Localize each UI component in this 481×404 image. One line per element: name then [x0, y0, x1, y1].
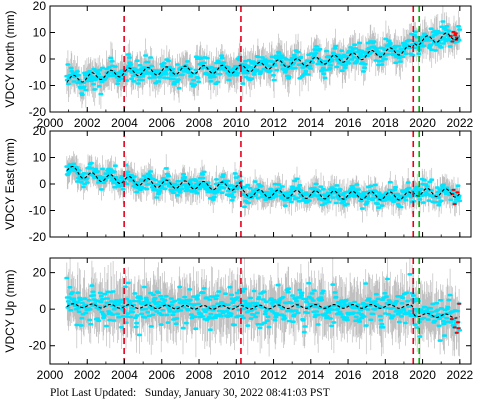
x-tick-label: 2006 [148, 116, 175, 130]
model-curve [66, 303, 460, 319]
x-tick-label: 2016 [335, 116, 362, 130]
plot-last-updated: Plot Last Updated: Sunday, January 30, 2… [50, 385, 470, 401]
y-tick-label: -20 [29, 230, 47, 244]
x-tick-label: 2012 [260, 368, 287, 382]
plot-frame [49, 257, 472, 365]
y-tick-label: -20 [29, 105, 47, 119]
x-tick-label: 2010 [223, 368, 250, 382]
x-tick-label: 2008 [186, 368, 213, 382]
data-layer [64, 258, 463, 360]
x-tick-label: 2006 [148, 368, 175, 382]
x-tick-label: 2000 [37, 368, 64, 382]
y-tick-label: 0 [39, 177, 46, 191]
x-tick-label: 2020 [409, 368, 436, 382]
x-tick-label: 2004 [111, 116, 138, 130]
y-axis-label: VDCY Up (mm) [3, 269, 17, 352]
footer-label: Plot Last Updated: [50, 387, 137, 399]
recent-points [450, 188, 460, 206]
recent-points [449, 302, 462, 334]
y-tick-label: -10 [29, 204, 47, 218]
y-tick-label: 10 [33, 26, 47, 40]
y-tick-label: -20 [29, 339, 47, 353]
x-tick-label: 2010 [223, 116, 250, 130]
y-tick-label: -10 [29, 79, 47, 93]
footer-date: Sunday, January 30, 2022 08:41:03 PST [144, 387, 330, 399]
x-tick-label: 2012 [260, 116, 287, 130]
y-tick-label: 0 [39, 52, 46, 66]
x-tick-label: 2002 [74, 368, 101, 382]
y-tick-label: 10 [33, 151, 47, 165]
y-tick-label: 20 [33, 0, 47, 13]
y-tick-label: 20 [33, 266, 47, 280]
x-tick-label: 2018 [372, 116, 399, 130]
x-tick-label: 2020 [409, 116, 436, 130]
x-tick-label: 2022 [446, 116, 473, 130]
y-tick-label: 20 [33, 124, 47, 138]
chart-panel-3: 2000 2002 2004 2006 2008 2010 2012 2014 2016 2018… [3, 257, 473, 382]
x-tick-label: 2008 [186, 116, 213, 130]
data-points [64, 273, 463, 342]
y-tick-label: 0 [39, 302, 46, 316]
model-curve [66, 165, 460, 201]
x-tick-label: 2004 [111, 368, 138, 382]
chart-panel-2: -20 -10 0 10 20 VDCY East (mm) [3, 124, 472, 244]
y-axis-label: VDCY East (mm) [3, 138, 17, 230]
x-tick-label: 2014 [297, 368, 324, 382]
model-curve [66, 32, 460, 83]
x-tick-label: 2002 [74, 116, 101, 130]
y-axis-label: VDCY North (mm) [3, 10, 17, 107]
x-tick-label: 2016 [335, 368, 362, 382]
x-tick-label: 2014 [297, 116, 324, 130]
recent-points [448, 31, 459, 43]
x-tick-label: 2018 [372, 368, 399, 382]
chart-panel-1: 2000 2002 2004 2006 2008 2010 2012 2014 2016 2018… [3, 0, 473, 130]
x-tick-label: 2000 [37, 116, 64, 130]
x-tick-label: 2022 [446, 368, 473, 382]
